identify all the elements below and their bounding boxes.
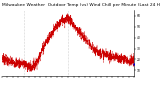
Text: Milwaukee Weather  Outdoor Temp (vs) Wind Chill per Minute (Last 24 Hours): Milwaukee Weather Outdoor Temp (vs) Wind… (2, 3, 160, 7)
